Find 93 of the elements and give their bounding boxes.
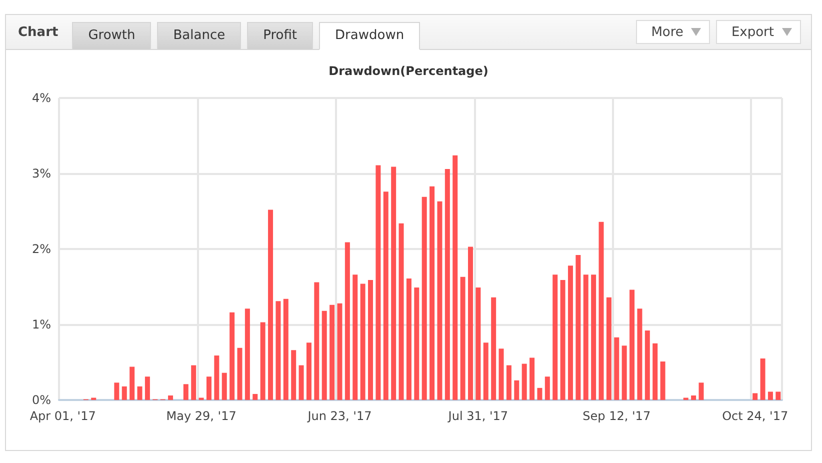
bar xyxy=(644,330,650,400)
bar xyxy=(514,380,520,400)
bar xyxy=(276,301,281,400)
bar xyxy=(222,372,227,400)
bar xyxy=(114,382,120,400)
bar xyxy=(291,350,296,400)
bar xyxy=(622,346,627,400)
bar xyxy=(537,388,542,400)
x-tick-label: Oct 24, '17 xyxy=(722,409,788,423)
bar xyxy=(322,310,327,400)
bar xyxy=(398,223,404,400)
text: Export xyxy=(716,20,801,44)
bar xyxy=(568,266,573,400)
bar xyxy=(476,288,481,400)
bar xyxy=(444,168,450,400)
bar xyxy=(368,280,374,400)
bar xyxy=(406,278,412,400)
bar xyxy=(260,322,266,400)
bar xyxy=(468,246,473,400)
bar xyxy=(191,365,196,400)
bar xyxy=(698,382,704,400)
bar xyxy=(506,365,512,400)
bar xyxy=(144,376,150,400)
bar xyxy=(483,342,488,400)
bar xyxy=(337,303,342,400)
text: Chart xyxy=(18,24,58,40)
text: Balance xyxy=(157,22,242,50)
bar xyxy=(614,337,620,400)
bar xyxy=(768,392,773,400)
bar xyxy=(530,358,535,400)
bar xyxy=(306,342,312,400)
bar xyxy=(360,284,366,400)
bar xyxy=(298,365,304,400)
bar xyxy=(414,288,420,400)
x-tick-label: Jul 31, '17 xyxy=(447,409,508,423)
bar xyxy=(391,166,396,400)
bar xyxy=(183,384,188,400)
bar xyxy=(214,355,220,400)
y-tick-label: 4% xyxy=(32,91,51,105)
bar xyxy=(168,395,174,400)
text: More xyxy=(636,20,710,44)
bar xyxy=(591,274,596,400)
bar xyxy=(776,392,781,400)
y-tick-label: 3% xyxy=(32,166,51,180)
bar xyxy=(752,393,758,400)
y-tick-label: 0% xyxy=(32,393,51,407)
x-tick-label: Apr 01, '17 xyxy=(30,409,96,423)
text: Growth xyxy=(72,22,152,50)
bar xyxy=(491,297,496,400)
bar xyxy=(460,276,466,400)
bar xyxy=(268,210,274,400)
bar xyxy=(244,308,250,400)
chart-title: Drawdown(Percentage) xyxy=(328,64,488,78)
bar xyxy=(330,304,335,400)
bar xyxy=(122,386,127,400)
bar xyxy=(760,358,766,400)
bar xyxy=(576,255,581,400)
bar xyxy=(383,192,388,400)
bar xyxy=(637,308,642,400)
x-tick-label: Sep 12, '17 xyxy=(582,409,651,423)
bar xyxy=(660,361,666,400)
bar xyxy=(352,274,358,400)
bar xyxy=(522,364,527,400)
bar xyxy=(252,394,258,400)
bar xyxy=(422,196,427,400)
bar xyxy=(598,222,604,400)
bar xyxy=(314,282,320,400)
bar xyxy=(498,348,504,400)
y-tick-label: 1% xyxy=(32,318,51,332)
bar xyxy=(376,165,381,400)
bar xyxy=(344,242,350,400)
bar xyxy=(583,274,588,400)
text: Drawdown xyxy=(319,22,420,50)
bar xyxy=(652,343,658,400)
bar xyxy=(237,348,242,400)
bar xyxy=(437,201,442,400)
bar xyxy=(206,376,212,400)
bar xyxy=(283,298,288,400)
bar xyxy=(230,312,235,400)
bar xyxy=(606,297,612,400)
y-tick-label: 2% xyxy=(32,242,51,256)
bar xyxy=(452,155,458,400)
bar xyxy=(560,280,566,400)
bar xyxy=(552,274,558,400)
bar xyxy=(137,386,142,400)
bar xyxy=(544,376,550,400)
text: Profit xyxy=(247,22,314,50)
bar xyxy=(630,290,635,400)
bar xyxy=(430,186,435,400)
x-tick-label: Jun 23, '17 xyxy=(306,409,372,423)
bar xyxy=(691,395,696,400)
bar xyxy=(130,366,135,400)
x-tick-label: May 29, '17 xyxy=(166,409,236,423)
